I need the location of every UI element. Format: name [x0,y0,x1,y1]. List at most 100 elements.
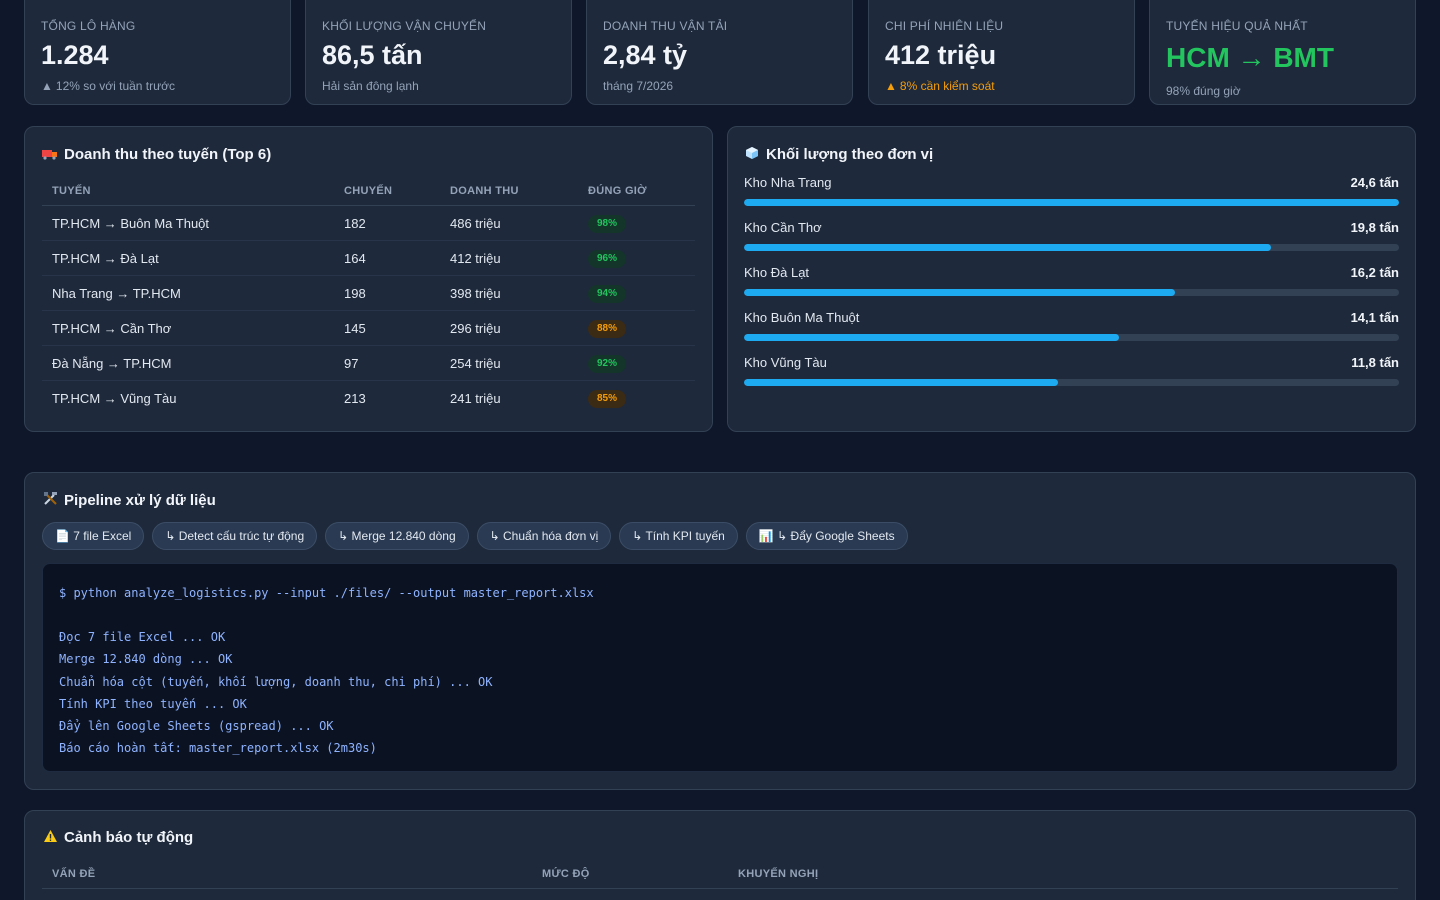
routes-table: Tuyến Chuyến Doanh thu Đúng giờ TP.HCM →… [42,185,695,416]
alerts-table-header: Vấn đề Mức độ Khuyến nghị [42,868,1398,889]
tools-icon [42,491,58,509]
alerts-title: Cảnh báo tự động [42,829,1398,846]
table-header-row: Tuyến Chuyến Doanh thu Đúng giờ [42,185,695,206]
kpi-card-volume: Khối lượng vận chuyển 86,5 tấn Hải sản đ… [305,0,572,105]
cell-ontime: 92% [578,345,695,381]
pipeline-step-chip: ↳ Merge 12.840 dòng [325,522,469,550]
volume-name: Kho Vũng Tàu [744,355,827,370]
cell-trips: 182 [334,205,440,241]
kpi-sub: Hải sản đông lạnh [322,78,419,93]
volume-bar-fill [744,379,1059,386]
cell-route: TP.HCM → Buôn Ma Thuột [42,205,334,241]
table-row: Nha Trang → TP.HCM 198 398 triệu 94% [42,275,695,311]
terminal-command: $ python analyze_logistics.py --input ./… [59,586,594,600]
volume-name: Kho Nha Trang [744,175,832,190]
alerts-card: Cảnh báo tự động Vấn đề Mức độ Khuyến ng… [24,810,1416,900]
warning-icon [42,829,58,846]
kpi-card-total-shipments: Tổng lô hàng 1.284 ▲ 12% so với tuần trướ… [24,0,291,105]
volume-bar-fill [744,334,1120,341]
terminal-log-line: Đọc 7 file Excel ... OK [59,630,226,645]
pipeline-step-chip: ↳ Tính KPI tuyến [619,522,738,550]
kpi-value: 2,84 tỷ [603,40,688,70]
pipeline-title: Pipeline xử lý dữ liệu [42,491,1398,509]
status-badge: 92% [588,354,627,373]
pipeline-step-chip: ↳ Detect cấu trúc tự động [152,522,318,550]
kpi-sub: 98% đúng giờ [1166,83,1241,98]
pipeline-steps: 📄 7 file Excel ↳ Detect cấu trúc tự động… [42,522,1398,550]
status-badge: 98% [588,214,627,233]
arrow-up-icon: ▲ [41,78,53,93]
volume-value: 11,8 tấn [1351,355,1399,370]
terminal-output: $ python analyze_logistics.py --input ./… [42,563,1398,772]
terminal-log-line: Đẩy lên Google Sheets (gspread) ... OK [59,718,334,733]
kpi-label: Chi phí nhiên liệu [885,19,1004,33]
volume-bar-fill [744,244,1272,251]
kpi-sub: ▲ 8% cần kiểm soát [885,78,995,93]
kpi-value: 412 triệu [885,40,997,70]
cell-trips: 145 [334,310,440,346]
file-icon: 📄 [55,529,70,543]
kpi-label: Tuyến hiệu quả nhất [1166,19,1308,33]
cell-route: TP.HCM → Vũng Tàu [52,390,177,406]
volume-bar-track [744,244,1399,251]
cell-route: Nha Trang → TP.HCM [42,275,334,311]
volume-bar-track [744,334,1399,341]
column-header-revenue: Doanh thu [440,185,578,206]
kpi-value: 1.284 [41,40,109,70]
kpi-label: Tổng lô hàng [41,19,136,33]
cell-route: Đà Nẵng → TP.HCM [42,345,334,381]
cell-revenue: 254 triệu [440,345,578,381]
volume-name: Kho Cần Thơ [744,220,822,235]
volume-list: Kho Nha Trang 24,6 tấn Kho Cần Thơ 19,8 tấ… [744,175,1399,386]
volume-value: 14,1 tấn [1350,310,1399,325]
status-badge: 88% [588,319,627,338]
volume-value: 16,2 tấn [1350,265,1399,280]
volume-item: Kho Nha Trang 24,6 tấn [744,175,1399,206]
kpi-card-fuel-cost: Chi phí nhiên liệu 412 triệu ▲ 8% cần kiể… [868,0,1135,105]
table-row: Đà Nẵng → TP.HCM 97 254 triệu 92% [42,345,695,381]
cell-revenue: 241 triệu [450,390,501,406]
kpi-value: 86,5 tấn [322,40,423,70]
cell-trips: 164 [334,240,440,276]
cell-route: TP.HCM → Cần Thơ [42,310,334,346]
table-row: TP.HCM → Đà Lạt 164 412 triệu 96% [42,240,695,276]
kpi-value: HCM → BMT [1166,42,1334,73]
kpi-card-best-route: Tuyến hiệu quả nhất HCM → BMT 98% đúng g… [1149,0,1416,105]
cell-trips: 213 [344,390,366,406]
volume-item: Kho Vũng Tàu 11,8 tấn [744,355,1399,386]
cell-ontime: 98% [578,205,695,241]
cell-trips: 198 [334,275,440,311]
volume-name: Kho Đà Lạt [744,265,810,280]
column-header-trips: Chuyến [334,185,440,206]
cell-revenue: 398 triệu [440,275,578,311]
routes-card: Doanh thu theo tuyến (Top 6) Tuyến Chuyế… [24,126,713,432]
pipeline-step-chip: ↳ Chuẩn hóa đơn vị [476,522,612,550]
truck-icon [42,147,58,163]
ice-cube-icon [744,146,760,163]
cell-route: TP.HCM → Đà Lạt [42,240,334,276]
volume-bar-track [744,379,1399,386]
status-badge: 96% [588,249,627,268]
column-header-ontime: Đúng giờ [578,185,695,206]
kpi-label: Khối lượng vận chuyển [322,19,487,33]
terminal-log-line: Báo cáo hoàn tất: master_report.xlsx (2m… [59,741,377,756]
volume-item: Kho Buôn Ma Thuột 14,1 tấn [744,310,1399,341]
volume-value: 24,6 tấn [1350,175,1399,190]
status-badge: 85% [588,389,627,408]
cell-revenue: 486 triệu [440,205,578,241]
volume-item: Kho Cần Thơ 19,8 tấn [744,220,1399,251]
routes-title: Doanh thu theo tuyến (Top 6) [42,146,695,163]
table-row: TP.HCM → Cần Thơ 145 296 triệu 88% [42,310,695,346]
volume-title: Khối lượng theo đơn vị [744,146,1399,163]
kpi-sub: ▲ 12% so với tuần trước [41,78,176,93]
cell-ontime: 88% [578,310,695,346]
cell-ontime: 85% [578,381,695,416]
volume-bar-track [744,289,1399,296]
table-row: TP.HCM → Buôn Ma Thuột 182 486 triệu 98% [42,205,695,241]
volume-card: Khối lượng theo đơn vị Kho Nha Trang 24,6… [727,126,1416,432]
terminal-log-line: Chuẩn hóa cột (tuyến, khối lượng, doanh … [59,674,493,689]
volume-bar-fill [744,199,1399,206]
kpi-label: Doanh thu vận tải [603,19,728,33]
terminal-log-line: Tính KPI theo tuyến ... OK [59,696,247,711]
terminal-log-line: Merge 12.840 dòng ... OK [59,652,233,667]
